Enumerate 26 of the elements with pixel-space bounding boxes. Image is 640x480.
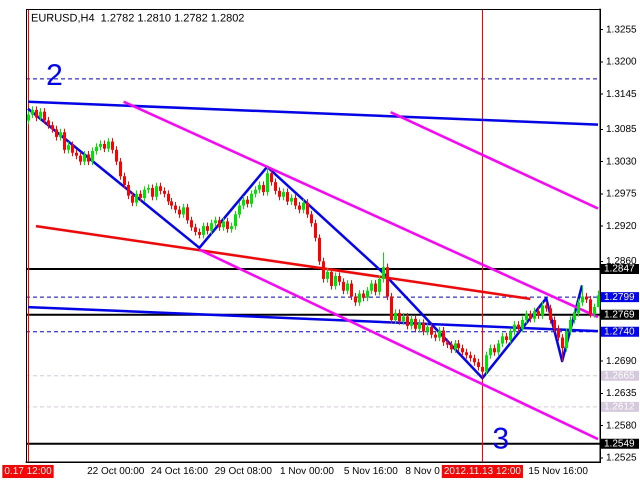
y-tick-label: 1.2920 xyxy=(606,220,638,232)
ref-line-label: 1.2769 xyxy=(604,309,636,320)
x-tick-label: 24 Oct 16:00 xyxy=(150,466,209,477)
y-tick-label: 1.2580 xyxy=(606,420,638,432)
y-tick-label: 1.2975 xyxy=(606,188,638,200)
x-tick-label: 2012.11.13 12:00 xyxy=(444,466,522,477)
annotation: 2 xyxy=(46,59,63,92)
y-tick-label: 1.2690 xyxy=(606,356,638,367)
y-tick-label: 1.2635 xyxy=(606,388,638,400)
x-tick-label: 0.17 12:00 xyxy=(4,466,52,477)
y-tick-label: 1.3145 xyxy=(606,88,638,100)
chart-title: EURUSD,H4 1.2782 1.2810 1.2782 1.2802 xyxy=(31,12,244,25)
x-tick-label: 15 Nov 16:00 xyxy=(528,466,588,477)
y-tick-label: 1.3030 xyxy=(606,156,638,168)
y-tick-label: 1.3255 xyxy=(606,24,638,36)
y-tick-label: 1.3085 xyxy=(606,124,638,136)
ref-line-label: 1.2549 xyxy=(604,438,636,450)
x-tick-label: 5 Nov 16:00 xyxy=(344,466,398,477)
y-tick-label: 1.3200 xyxy=(606,56,638,68)
x-tick-label: 22 Oct 00:00 xyxy=(87,466,145,477)
x-tick-label: 29 Oct 08:00 xyxy=(214,466,272,477)
x-tick-label: 1 Nov 00:00 xyxy=(280,466,334,477)
ref-line-label: 1.2740 xyxy=(604,326,636,338)
y-tick-label: 1.2525 xyxy=(606,452,638,464)
ref-line-label: 1.2799 xyxy=(604,292,636,303)
x-tick-label: 8 Nov 0 xyxy=(405,466,440,477)
